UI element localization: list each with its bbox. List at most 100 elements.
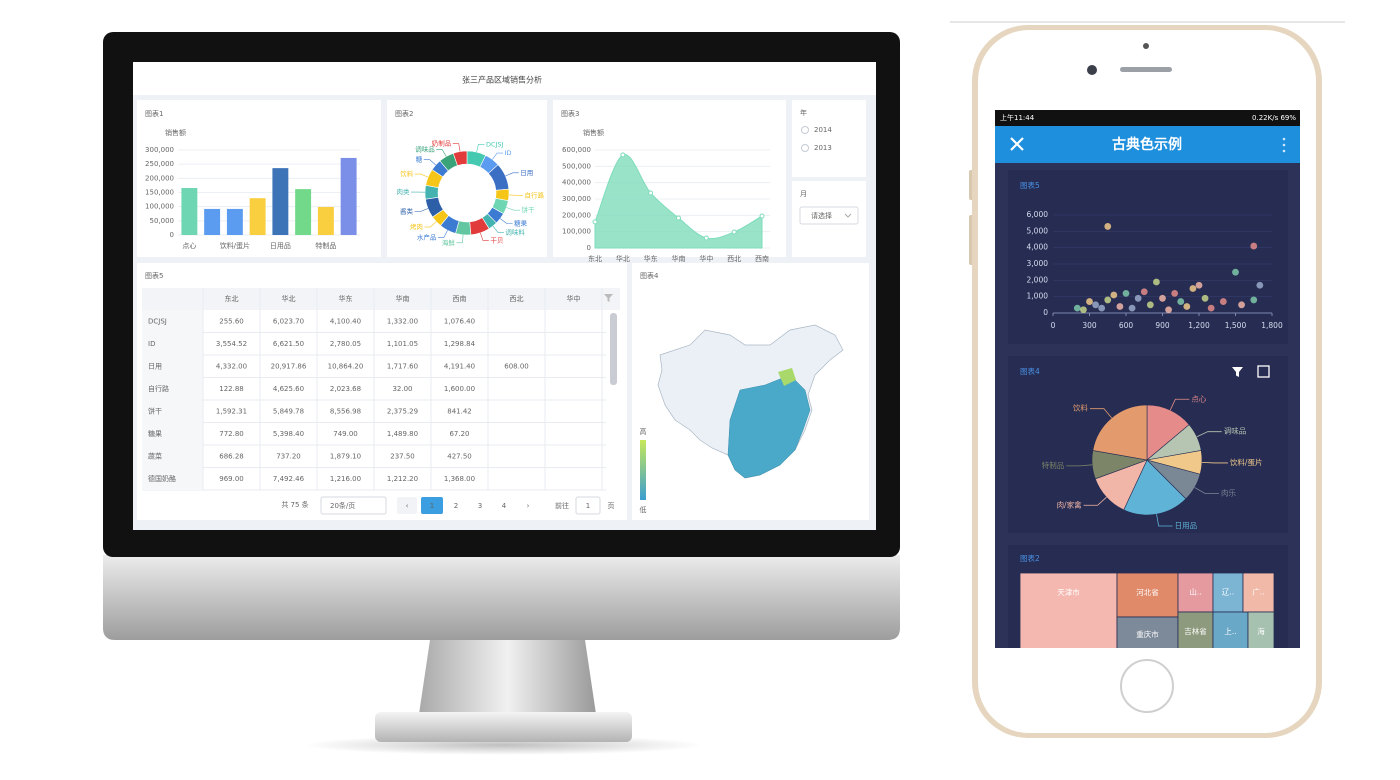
slice-label: 饮料: [400, 169, 414, 178]
x-tick-label: 1,200: [1188, 321, 1210, 330]
leader-line: [437, 230, 448, 238]
scatter-point: [1080, 306, 1087, 314]
row-head: [142, 377, 203, 400]
radio[interactable]: [801, 144, 809, 152]
leader-line: [1169, 398, 1190, 411]
scatter-point: [1073, 304, 1081, 312]
y-tick-label: 100,000: [145, 203, 174, 211]
x-tick-label: 1,500: [1225, 321, 1247, 330]
x-tick-label: 600: [1119, 321, 1134, 330]
table-header: [142, 288, 620, 310]
page-number[interactable]: 2: [454, 502, 458, 510]
slice-label: 调味料: [505, 227, 525, 236]
bar: [317, 206, 334, 235]
treemap-cell: [1116, 572, 1179, 618]
map-region: [778, 368, 796, 386]
treemap-cell: [1177, 611, 1214, 648]
row-label: 蔬菜: [148, 451, 162, 460]
select-placeholder: 请选择: [811, 211, 832, 220]
cell: 237.50: [390, 452, 415, 460]
page-number[interactable]: 4: [502, 502, 507, 510]
card-title: 图表2: [1020, 553, 1040, 563]
cell: 4,100.40: [330, 317, 361, 325]
legend-label: 高: [640, 427, 647, 436]
slice-label: 饼干: [521, 205, 535, 214]
column-header: 华中: [567, 294, 581, 303]
cell: 6,023.70: [273, 317, 304, 325]
page-active[interactable]: [421, 497, 443, 514]
x-tick-label: 日用品: [270, 242, 291, 250]
page-number[interactable]: 3: [478, 502, 482, 510]
filter-icon[interactable]: [1232, 367, 1243, 377]
filter-label: 年: [800, 108, 807, 117]
x-tick-label: 华北: [616, 254, 630, 263]
total: 共 75 条: [281, 500, 308, 509]
slice-label: 调味品: [1224, 426, 1247, 436]
y-tick-label: 300,000: [145, 146, 174, 154]
row-head: [142, 422, 203, 445]
leader-line: [1156, 514, 1173, 527]
treemap-cell: [1019, 572, 1118, 648]
scatter-point: [1201, 294, 1209, 302]
scatter-point: [1153, 278, 1160, 286]
panel-title: 图表2: [395, 109, 413, 118]
y-tick-label: 400,000: [562, 179, 591, 187]
scatter-point: [1122, 290, 1130, 297]
menu-button[interactable]: [1282, 137, 1286, 153]
cell: 1,600.00: [444, 385, 475, 393]
cell: 1,076.40: [444, 317, 475, 325]
page-size[interactable]: [320, 496, 387, 515]
page-number[interactable]: 1: [430, 502, 434, 510]
leader-line: [414, 173, 429, 178]
point: [648, 190, 654, 196]
x-tick-label: 900: [1155, 321, 1170, 330]
cell: 1,879.10: [330, 452, 361, 460]
slice-label: 肉乐: [1221, 488, 1237, 498]
treemap-label: 海: [1257, 626, 1265, 636]
leader-line: [414, 208, 429, 212]
scatter-point: [1256, 281, 1264, 289]
point: [676, 215, 681, 221]
cell: 1,592.31: [216, 407, 247, 415]
cell: 772.80: [219, 430, 244, 438]
point: [703, 235, 709, 241]
cell: 2,023.68: [330, 385, 361, 393]
scatter-point: [1140, 288, 1148, 296]
treemap-cell: [1247, 611, 1275, 648]
slice-label: 水产品: [417, 232, 437, 241]
slice-label: 自行路: [524, 190, 544, 199]
slice-label: 点心: [1191, 394, 1207, 403]
y-tick-label: 600,000: [562, 146, 591, 154]
leader-line: [1194, 487, 1220, 494]
cell: 67.20: [449, 430, 469, 438]
month-select[interactable]: [799, 206, 859, 225]
app-header: [995, 126, 1300, 163]
radio-label: 2013: [814, 144, 832, 152]
row-head: [142, 310, 203, 333]
close-button[interactable]: [1010, 137, 1024, 151]
next-arrow[interactable]: ›: [527, 502, 530, 510]
treemap-cell: [1242, 572, 1275, 613]
cell: 4,191.40: [444, 362, 475, 370]
goto-value: 1: [586, 502, 590, 510]
scatter-point: [1116, 303, 1124, 310]
x-tick-label: 饮料/蛋片: [220, 241, 250, 250]
leader-line: [492, 152, 504, 160]
treemap-label: 重庆市: [1136, 629, 1159, 639]
prev-page[interactable]: [397, 497, 417, 514]
pie-slice: [1123, 459, 1187, 516]
goto-input[interactable]: [575, 496, 601, 515]
radio[interactable]: [801, 126, 809, 134]
treemap-label: 天津市: [1057, 587, 1080, 597]
point: [759, 213, 765, 219]
x-tick-label: 西北: [727, 255, 741, 263]
title-bar: [133, 62, 876, 95]
radio-label: 2014: [814, 126, 832, 134]
leader-line: [424, 221, 437, 228]
y-tick-label: 3,000: [1027, 259, 1049, 268]
home-button[interactable]: [1120, 659, 1174, 713]
expand-icon[interactable]: [1257, 365, 1270, 378]
filter-icon[interactable]: [604, 294, 613, 302]
column-header: 西南: [453, 294, 467, 303]
